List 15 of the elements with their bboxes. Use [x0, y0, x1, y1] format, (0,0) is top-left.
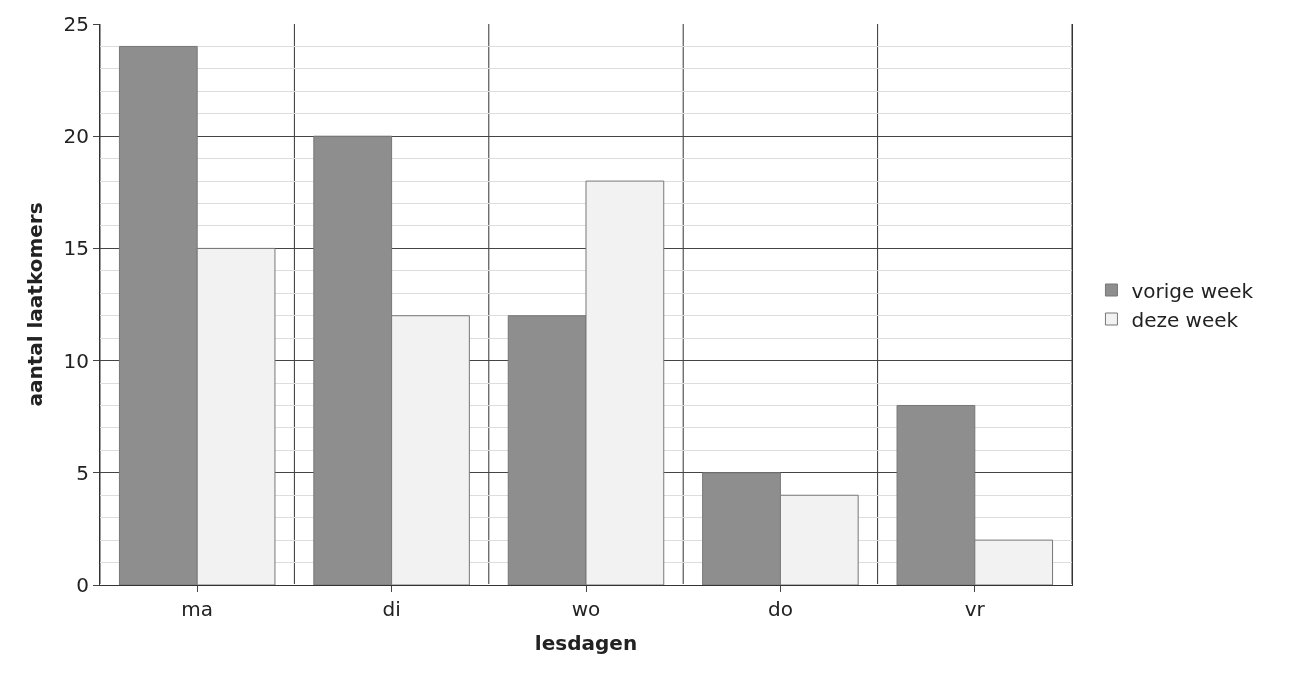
- x-tick-label: do: [767, 597, 793, 621]
- x-tick-label: wo: [571, 597, 601, 621]
- y-tick-label: 25: [63, 12, 89, 36]
- y-tick-label: 10: [63, 348, 89, 373]
- y-tick-label: 0: [76, 573, 89, 597]
- legend-label: vorige week: [1131, 278, 1254, 303]
- x-tick-label: ma: [181, 597, 214, 621]
- x-axis-title: lesdagen: [534, 630, 638, 655]
- x-tick-label: di: [382, 597, 401, 621]
- y-axis-title: aantal laatkomers: [23, 202, 48, 407]
- legend-label: deze week: [1131, 307, 1239, 332]
- x-tick-label: vr: [964, 597, 986, 621]
- y-tick-label: 15: [63, 236, 89, 261]
- y-tick-label: 5: [76, 460, 89, 485]
- y-tick-label: 20: [63, 124, 89, 149]
